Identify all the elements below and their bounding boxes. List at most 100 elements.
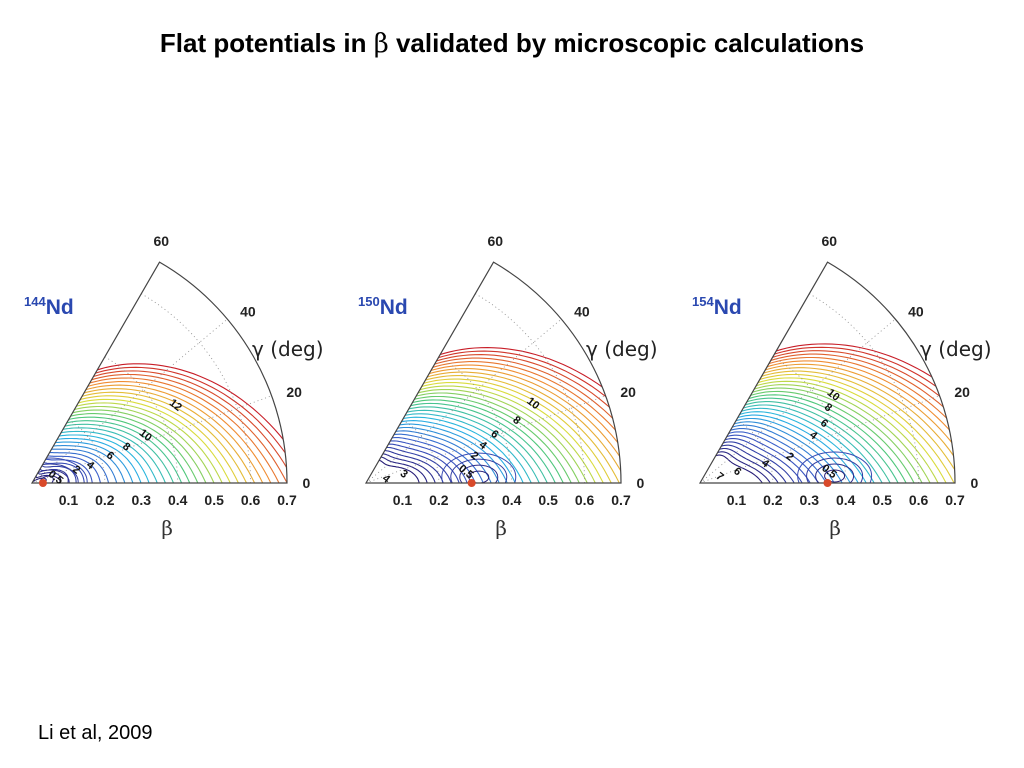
- contour-label: 3: [398, 468, 410, 481]
- contour-line: [723, 434, 811, 484]
- contour-line: [61, 423, 175, 484]
- contour-line: [82, 381, 272, 484]
- contour-line: [383, 450, 444, 484]
- contour-line: [767, 346, 956, 484]
- beta-tick-label: 0.4: [168, 492, 188, 508]
- contour-line: [51, 445, 126, 484]
- wedge-outline: [364, 261, 622, 484]
- grid-arc: [402, 419, 440, 484]
- contour-label: 8: [510, 414, 522, 427]
- beta-tick-label: 0.5: [538, 492, 558, 508]
- contour-label: 10: [524, 395, 541, 412]
- contour-label: 12: [167, 397, 184, 414]
- gamma-tick-label: 40: [574, 304, 590, 320]
- beta-tick-label: 0.2: [95, 492, 115, 508]
- contour-line: [409, 395, 572, 484]
- wedge-outline: [698, 261, 956, 484]
- contour-line: [407, 399, 564, 484]
- beta-tick-label: 0.6: [241, 492, 261, 508]
- contour-line: [404, 406, 548, 484]
- contour-line: [85, 373, 288, 484]
- contour-line: [441, 452, 517, 484]
- contour-label: 2: [468, 449, 480, 462]
- title-beta-symbol: β: [373, 29, 389, 59]
- contour-line: [386, 443, 460, 484]
- contour-line: [32, 469, 70, 484]
- contour-line: [760, 360, 956, 484]
- x-axis-label: β: [495, 516, 507, 540]
- contour-line: [735, 411, 867, 484]
- grid-ray: [31, 318, 228, 484]
- grid-arc: [68, 419, 106, 484]
- contour-label: 10: [137, 427, 154, 444]
- contour-line: [725, 431, 819, 484]
- grid-ray: [31, 395, 272, 484]
- contour-line: [715, 451, 771, 484]
- grid-ray: [699, 395, 940, 484]
- contour-line: [406, 402, 556, 484]
- grid-arc: [141, 293, 251, 484]
- contour-line: [411, 392, 580, 484]
- contour-line: [389, 437, 476, 484]
- contour-line: [401, 413, 532, 484]
- beta-tick-label: 0.6: [575, 492, 595, 508]
- contour-line: [459, 464, 499, 484]
- minimum-marker: [38, 479, 47, 487]
- contour-line: [427, 357, 622, 484]
- beta-tick-label: 0.7: [611, 492, 631, 508]
- contour-line: [738, 404, 883, 484]
- chart-panel-154nd: 7 6 4 2 0.5 4 6 8 10 0.1 0.2 0.3 0.4 0.5 0.6 0.7 0 20 40 60…: [678, 230, 1008, 550]
- contour-line: [32, 457, 88, 484]
- chart-panel-144nd: 0.5 2 4 6 8 10 12 0.1 0.2 0.3 0.4 0.5 0.6 0.7 0 20 40 60 β…: [10, 230, 340, 550]
- contour-line: [742, 397, 899, 484]
- contour-line: [797, 451, 873, 484]
- contour-line: [806, 457, 864, 484]
- contour-line: [753, 373, 955, 484]
- beta-tick-label: 0.2: [763, 492, 783, 508]
- wedge-outline: [30, 261, 288, 484]
- beta-tick-label: 0.6: [909, 492, 929, 508]
- contour-line: [381, 453, 436, 484]
- contour-line: [417, 378, 612, 484]
- gamma-tick-label: 20: [620, 384, 636, 400]
- contour-line: [450, 458, 508, 484]
- grid-ray: [365, 395, 606, 484]
- contour-line: [66, 413, 199, 484]
- contour-line: [757, 367, 956, 484]
- contour-label: 4: [380, 472, 393, 486]
- contour-line: [56, 434, 150, 484]
- contour-line: [41, 464, 77, 483]
- contour-line: [87, 370, 288, 484]
- contour-line: [396, 423, 508, 484]
- contour-line: [730, 421, 843, 484]
- contour-line: [732, 417, 851, 484]
- nucleus-label: 154Nd: [692, 294, 742, 319]
- contour-line: [713, 454, 763, 484]
- contour-line: [35, 474, 54, 484]
- contour-line: [399, 416, 524, 484]
- beta-tick-label: 0.5: [204, 492, 224, 508]
- nucleus-label: 150Nd: [358, 294, 408, 319]
- contour-line: [763, 353, 956, 484]
- grid-arc: [809, 293, 919, 484]
- contour-line: [90, 363, 288, 484]
- grid-ray: [365, 318, 562, 484]
- contour-line: [422, 368, 622, 484]
- contour-line: [815, 463, 855, 484]
- contour-label: 6: [104, 449, 116, 462]
- contour-line: [752, 377, 947, 484]
- nucleus-label: 144Nd: [24, 294, 74, 319]
- contour-line: [412, 388, 588, 484]
- grid-arc: [438, 356, 513, 484]
- contour-label: 10: [825, 387, 842, 404]
- contour-line: [717, 447, 779, 484]
- contour-line: [762, 356, 956, 484]
- contour-label: 0.5: [819, 462, 838, 481]
- contour-line: [54, 437, 142, 484]
- contour-region: [32, 363, 288, 484]
- contour-line: [414, 385, 596, 484]
- beta-tick-label: 0.4: [502, 492, 522, 508]
- beta-tick-label: 0.7: [945, 492, 965, 508]
